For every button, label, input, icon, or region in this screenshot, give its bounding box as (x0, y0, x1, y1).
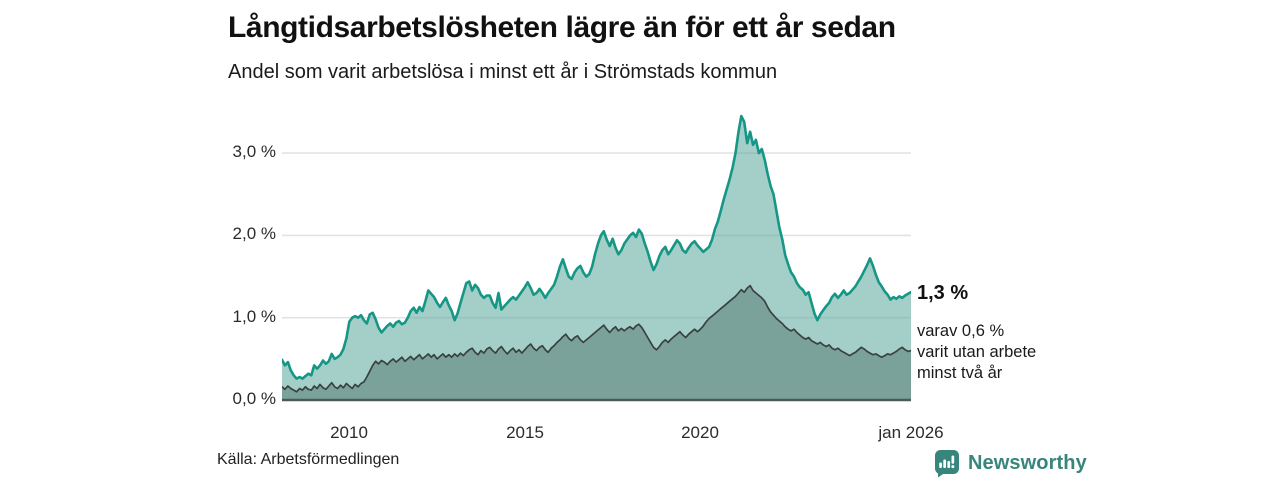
line-unemployed-1yr (282, 114, 911, 380)
chart-title: Långtidsarbetslösheten lägre än för ett … (228, 11, 896, 44)
newsworthy-wordmark: Newsworthy (968, 452, 1087, 474)
area-chart-plot (282, 114, 911, 402)
latest-subvalue-label: varav 0,6 % varit utan arbete minst två … (917, 321, 1036, 384)
latest-value-label: 1,3 % (917, 282, 969, 304)
x-tick-2010: 2010 (330, 423, 368, 442)
chart-subtitle: Andel som varit arbetslösa i minst ett å… (228, 61, 778, 83)
x-tick-2015: 2015 (506, 423, 544, 442)
latest-subvalue-line3: minst två år (917, 364, 1003, 382)
y-tick-0: 0,0 % (232, 389, 276, 408)
latest-subvalue-line1: varav 0,6 % (917, 322, 1005, 340)
x-tick-2020: 2020 (681, 423, 719, 442)
y-tick-3: 3,0 % (232, 142, 276, 161)
newsworthy-bubble-chart-icon (935, 450, 959, 478)
line-unemployed-2yr (282, 284, 911, 393)
source-attribution: Källa: Arbetsförmedlingen (217, 451, 400, 468)
newsworthy-logo: Newsworthy (934, 449, 1087, 478)
x-tick-jan-2026: jan 2026 (878, 423, 944, 442)
y-tick-2: 2,0 % (232, 224, 276, 243)
area-unemployed-2yr (282, 285, 911, 400)
y-tick-1: 1,0 % (232, 307, 276, 326)
latest-subvalue-line2: varit utan arbete (917, 343, 1037, 361)
